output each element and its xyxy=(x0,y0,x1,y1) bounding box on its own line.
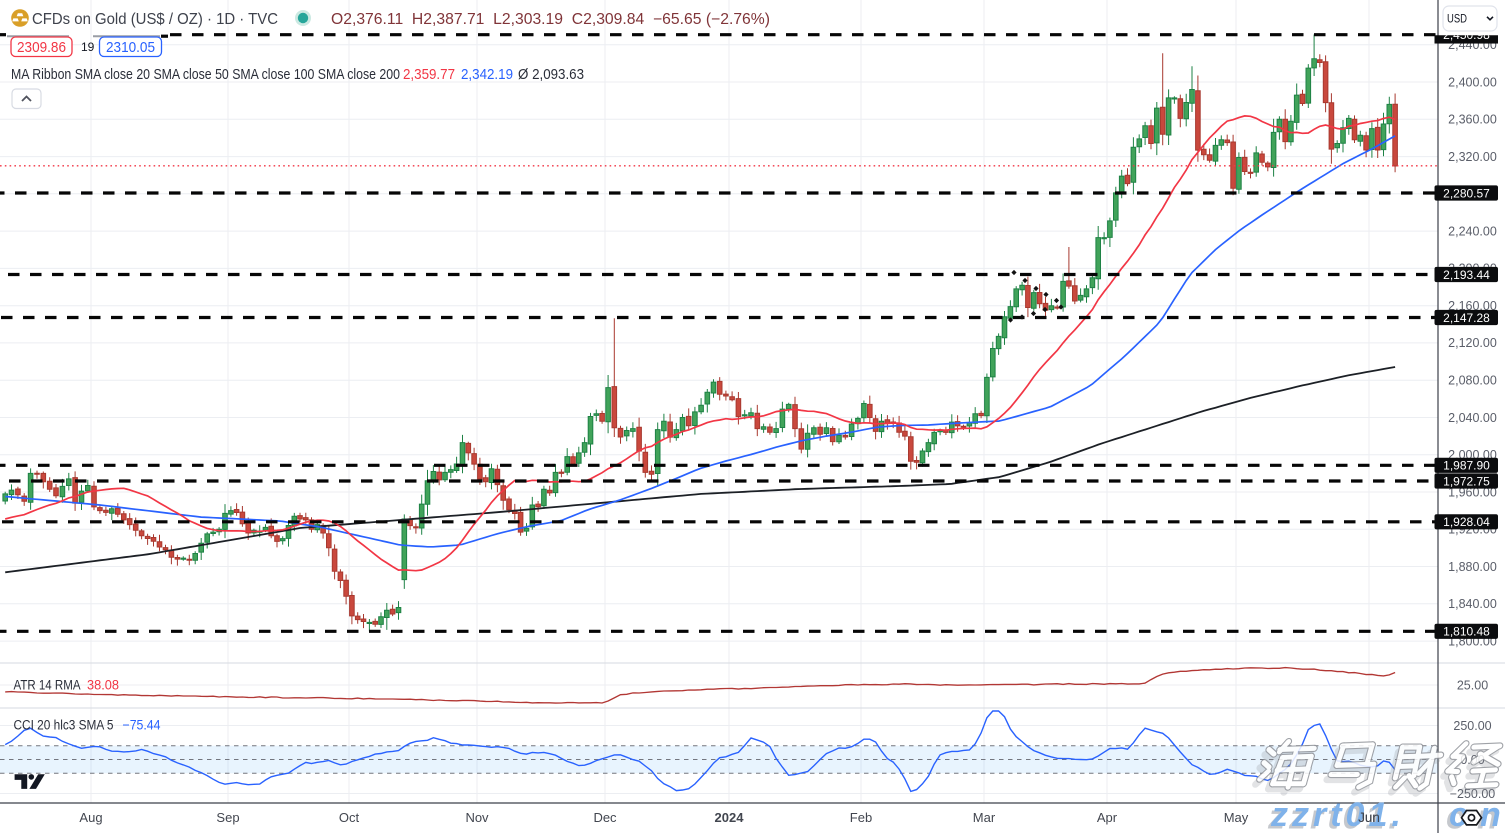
svg-text:2,450.98: 2,450.98 xyxy=(1443,28,1490,42)
svg-text:2,193.44: 2,193.44 xyxy=(1443,268,1490,282)
svg-text:1,880.00: 1,880.00 xyxy=(1448,560,1497,574)
svg-text:2,360.00: 2,360.00 xyxy=(1448,113,1497,127)
svg-text:2,320.00: 2,320.00 xyxy=(1448,150,1497,164)
svg-text:Nov: Nov xyxy=(465,810,489,825)
svg-text:2,040.00: 2,040.00 xyxy=(1448,411,1497,425)
svg-text:2309.86: 2309.86 xyxy=(17,39,66,56)
svg-text:ATR 14 RMA: ATR 14 RMA xyxy=(14,677,81,692)
svg-text:Jun: Jun xyxy=(1358,810,1380,825)
svg-text:−75.44: −75.44 xyxy=(123,718,161,733)
svg-text:USD: USD xyxy=(1447,14,1467,26)
svg-text:Oct: Oct xyxy=(339,810,360,825)
svg-text:1,960.00: 1,960.00 xyxy=(1448,485,1497,499)
svg-text:Apr: Apr xyxy=(1097,810,1118,825)
svg-text:CFDs on Gold (US$ / OZ) · 1D ·: CFDs on Gold (US$ / OZ) · 1D · TVC xyxy=(32,11,278,28)
svg-text:2,120.00: 2,120.00 xyxy=(1448,336,1497,350)
svg-text:2,160.00: 2,160.00 xyxy=(1448,299,1497,313)
svg-text:1,987.90: 1,987.90 xyxy=(1443,459,1490,473)
svg-text:Jun: Jun xyxy=(1359,810,1380,825)
svg-text:c: c xyxy=(1449,796,1468,833)
svg-text:n: n xyxy=(1477,799,1498,833)
svg-text:n: n xyxy=(1480,796,1501,833)
svg-text:2,400.00: 2,400.00 xyxy=(1448,75,1497,89)
svg-text:1,928.04: 1,928.04 xyxy=(1443,515,1490,529)
svg-text:2,147.28: 2,147.28 xyxy=(1443,311,1490,325)
svg-text:2,240.00: 2,240.00 xyxy=(1448,224,1497,238)
svg-text:zzrt01.: zzrt01. xyxy=(1270,796,1405,833)
svg-text:2,342.19: 2,342.19 xyxy=(461,66,513,83)
svg-text:2310.05: 2310.05 xyxy=(106,39,155,56)
svg-text:25.00: 25.00 xyxy=(1457,678,1488,692)
svg-text:38.08: 38.08 xyxy=(87,677,119,692)
svg-text:1,810.48: 1,810.48 xyxy=(1443,625,1490,639)
svg-text:2,080.00: 2,080.00 xyxy=(1448,374,1497,388)
svg-text:Mar: Mar xyxy=(973,810,996,825)
svg-text:250.00: 250.00 xyxy=(1453,719,1491,733)
svg-text:CCI 20 hlc3 SMA 5: CCI 20 hlc3 SMA 5 xyxy=(14,718,114,733)
svg-text:zzrt01.: zzrt01. xyxy=(1267,799,1402,833)
svg-text:May: May xyxy=(1224,810,1249,825)
svg-text:2,280.57: 2,280.57 xyxy=(1443,186,1490,200)
svg-text:1,840.00: 1,840.00 xyxy=(1448,597,1497,611)
svg-text:2024: 2024 xyxy=(715,810,745,825)
svg-text:Dec: Dec xyxy=(593,810,617,825)
svg-text:−250.00: −250.00 xyxy=(1450,787,1496,801)
svg-text:O2,376.11 H2,387.71 L2,303.1: O2,376.11 H2,387.71 L2,303.19 C2,309.84 … xyxy=(331,11,770,28)
svg-text:MA Ribbon SMA close 20 SMA clo: MA Ribbon SMA close 20 SMA close 50 SMA … xyxy=(11,66,400,83)
svg-text:Sep: Sep xyxy=(216,810,239,825)
svg-text:Aug: Aug xyxy=(79,810,102,825)
svg-text:Ø 2,093.63: Ø 2,093.63 xyxy=(518,66,584,83)
svg-text:1,972.75: 1,972.75 xyxy=(1443,474,1490,488)
svg-text:Feb: Feb xyxy=(850,810,872,825)
svg-text:2,359.77: 2,359.77 xyxy=(403,66,455,83)
svg-text:19: 19 xyxy=(81,40,95,54)
svg-text:c: c xyxy=(1446,799,1465,833)
